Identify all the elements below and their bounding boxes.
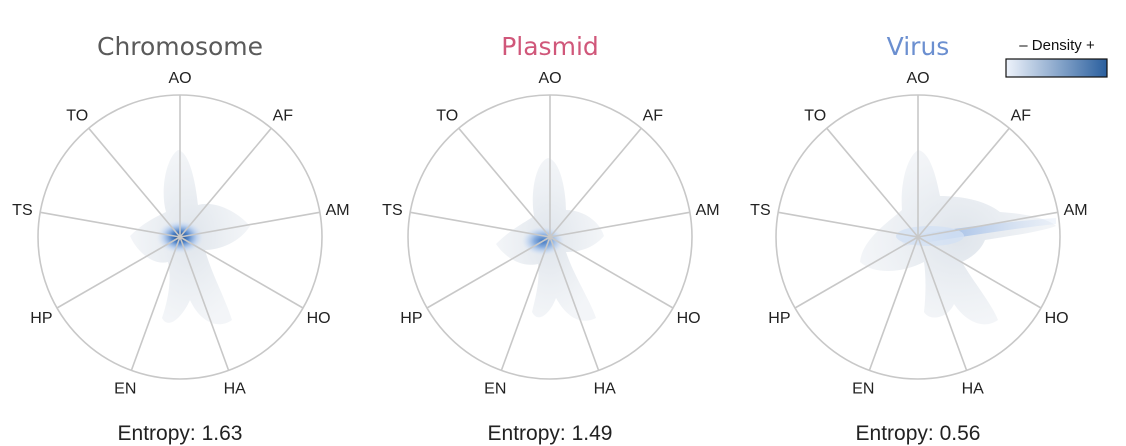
spoke-ts	[410, 211, 551, 238]
spoke-ho	[917, 236, 1042, 309]
axis-label-af: AF	[273, 107, 294, 124]
radar-grid	[775, 94, 1061, 380]
spoke-ha	[917, 236, 968, 371]
spoke-en	[868, 236, 919, 371]
panel-chromosome: Chromosome AO AF AM HO HA EN HP TS TO Entropy: 1…	[12, 32, 349, 445]
axis-label-en: EN	[852, 380, 874, 397]
spoke-en	[130, 236, 181, 371]
axis-label-ha: HA	[224, 380, 247, 397]
axis-label-ho: HO	[677, 310, 701, 327]
spoke-to	[458, 127, 551, 238]
spoke-ho	[549, 236, 674, 309]
spoke-ts	[778, 211, 919, 238]
axis-label-en: EN	[484, 380, 506, 397]
axis-label-hp: HP	[768, 310, 790, 327]
legend-colorbar	[1005, 58, 1108, 78]
spoke-ts	[40, 211, 181, 238]
axis-label-en: EN	[114, 380, 136, 397]
spoke-am	[549, 211, 690, 238]
axis-label-ha: HA	[594, 380, 617, 397]
spoke-hp	[56, 236, 181, 309]
axis-label-ts: TS	[12, 202, 32, 219]
legend-label: – Density +	[1019, 37, 1095, 54]
chart-title: Virus	[887, 32, 950, 61]
spoke-am	[917, 211, 1058, 238]
axis-label-to: TO	[66, 107, 88, 124]
spoke-am	[179, 211, 320, 238]
axis-label-ho: HO	[307, 310, 331, 327]
spoke-ha	[179, 236, 230, 371]
spoke-ho	[179, 236, 304, 309]
axis-label-to: TO	[804, 107, 826, 124]
axis-label-am: AM	[696, 202, 720, 219]
spoke-hp	[794, 236, 919, 309]
axis-labels: AO AF AM HO HA EN HP TS TO	[382, 70, 719, 397]
axis-labels: AO AF AM HO HA EN HP TS TO	[750, 70, 1087, 397]
spoke-hp	[426, 236, 551, 309]
axis-label-am: AM	[1064, 202, 1088, 219]
axis-label-ts: TS	[750, 202, 770, 219]
axis-label-af: AF	[643, 107, 664, 124]
radar-grid	[407, 94, 693, 380]
spoke-af	[179, 127, 272, 238]
panel-plasmid: Plasmid AO AF AM HO HA EN HP TS TO Entropy: 1.49	[382, 32, 719, 445]
axis-label-ha: HA	[962, 380, 985, 397]
entropy-value: Entropy: 1.63	[118, 422, 243, 445]
axis-label-af: AF	[1011, 107, 1032, 124]
spoke-en	[500, 236, 551, 371]
axis-label-ho: HO	[1045, 310, 1069, 327]
chart-title: Chromosome	[97, 32, 263, 61]
axis-label-hp: HP	[30, 310, 52, 327]
spoke-to	[88, 127, 181, 238]
axis-label-ts: TS	[382, 202, 402, 219]
axis-labels: AO AF AM HO HA EN HP TS TO	[12, 70, 349, 397]
spoke-ha	[549, 236, 600, 371]
axis-label-ao: AO	[168, 70, 191, 87]
axis-label-ao: AO	[538, 70, 561, 87]
radar-grid	[37, 94, 323, 380]
axis-label-to: TO	[436, 107, 458, 124]
panel-virus: Virus AO AF AM HO HA EN HP TS TO Entropy: 0.56	[750, 32, 1087, 445]
axis-label-am: AM	[326, 202, 350, 219]
chart-title: Plasmid	[501, 32, 599, 61]
spoke-to	[826, 127, 919, 238]
entropy-value: Entropy: 0.56	[856, 422, 981, 445]
density-legend: – Density +	[1005, 37, 1108, 78]
entropy-value: Entropy: 1.49	[488, 422, 613, 445]
spoke-af	[917, 127, 1010, 238]
density-cloud	[860, 150, 1056, 325]
spoke-af	[549, 127, 642, 238]
axis-label-ao: AO	[906, 70, 929, 87]
axis-label-hp: HP	[400, 310, 422, 327]
